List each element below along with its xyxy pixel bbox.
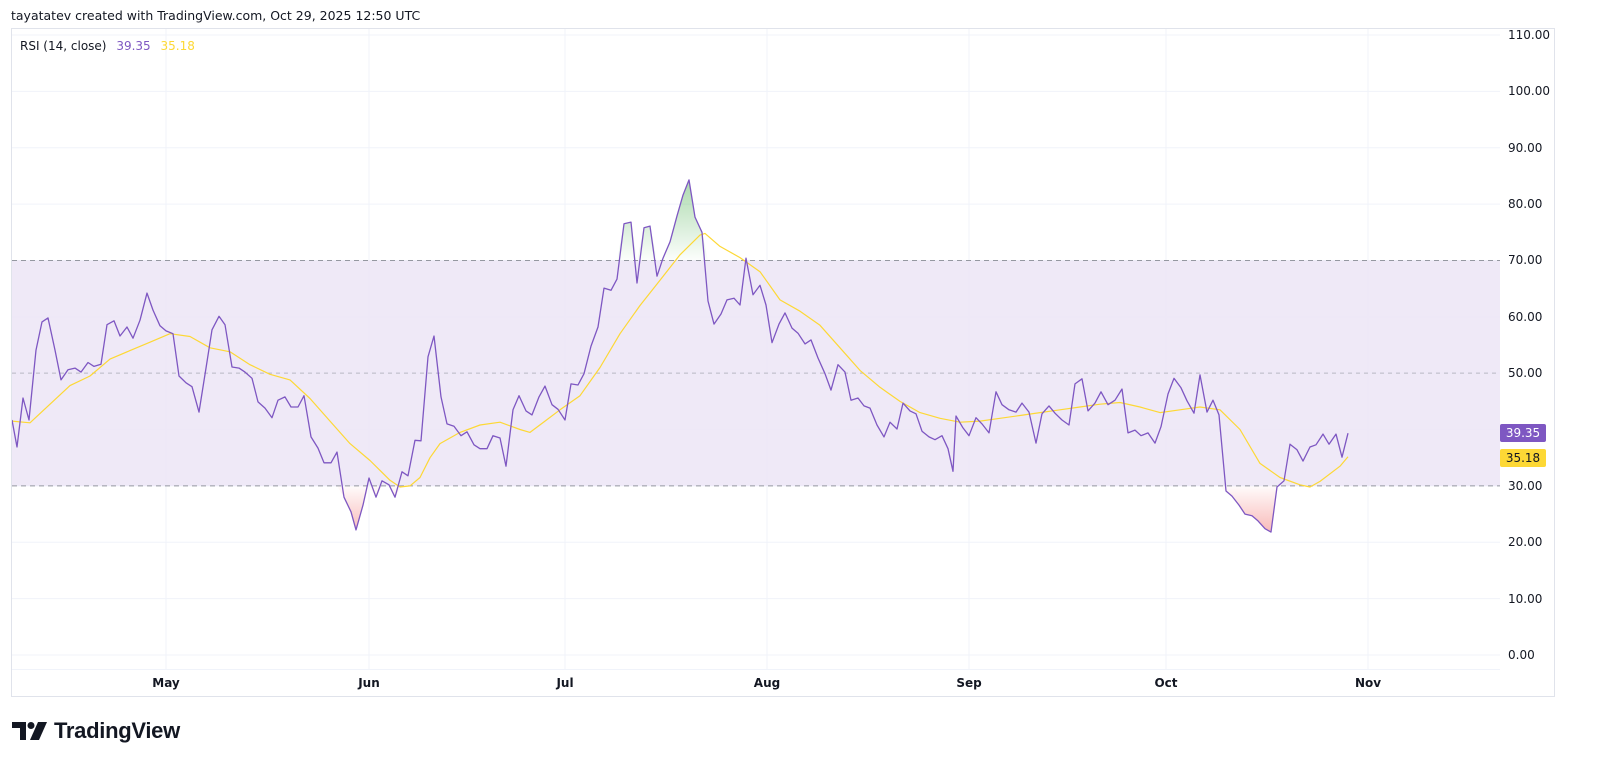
chart-frame [11, 28, 1555, 697]
y-axis-tick-label: 90.00 [1508, 140, 1543, 155]
y-axis-tick-label: 0.00 [1508, 648, 1535, 662]
x-axis-tick-label: Oct [1154, 676, 1178, 690]
y-axis-tick-label: 30.00 [1508, 478, 1543, 493]
x-axis-tick-label: Nov [1354, 676, 1382, 690]
legend-rsi-value: 39.35 [116, 39, 151, 53]
x-axis-tick-label: May [152, 676, 180, 690]
y-axis-tick-label: 20.00 [1508, 535, 1543, 550]
y-axis-tick-label: 50.00 [1508, 366, 1543, 381]
rsi-last-value-tag: 39.35 [1500, 424, 1546, 443]
y-axis-tick-label: 110.00 [1508, 28, 1550, 42]
x-axis-tick-label: Jul [556, 676, 574, 690]
y-axis-tick-label: 80.00 [1508, 197, 1543, 212]
attribution-text: tayatatev created with TradingView.com, … [11, 8, 421, 23]
oversold-fill [12, 485, 1348, 533]
x-axis-tick-label: Sep [956, 676, 982, 690]
rsi-line [12, 179, 1349, 533]
tradingview-logo[interactable]: TradingView [12, 718, 180, 744]
tradingview-logo-text: TradingView [54, 718, 180, 743]
ma-last-value-tag: 35.18 [1500, 448, 1546, 467]
tradingview-logo-icon [12, 722, 47, 740]
y-axis-tick-label: 60.00 [1508, 309, 1543, 324]
y-axis-tick-label: 100.00 [1508, 84, 1550, 99]
rsi-ma-line [12, 232, 1349, 488]
x-axis-tick-label: Jun [358, 676, 380, 690]
indicator-legend[interactable]: RSI (14, close) 39.35 35.18 [20, 39, 201, 53]
overbought-fill [617, 179, 753, 261]
y-axis-tick-label: 10.00 [1508, 591, 1543, 606]
y-axis-tick-label: 70.00 [1508, 253, 1543, 268]
legend-ma-value: 35.18 [160, 39, 195, 53]
legend-indicator-name: RSI (14, close) [20, 39, 107, 53]
x-axis-tick-label: Aug [753, 676, 781, 690]
